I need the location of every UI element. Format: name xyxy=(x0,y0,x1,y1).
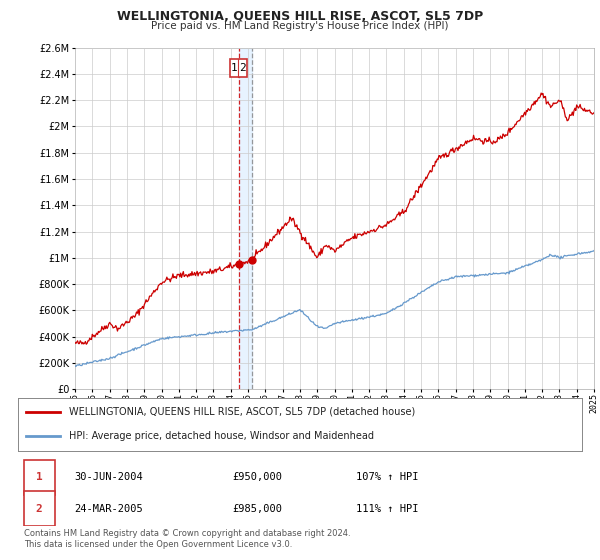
Text: £985,000: £985,000 xyxy=(232,504,283,514)
Text: 2: 2 xyxy=(239,63,246,73)
Text: WELLINGTONIA, QUEENS HILL RISE, ASCOT, SL5 7DP (detached house): WELLINGTONIA, QUEENS HILL RISE, ASCOT, S… xyxy=(69,407,415,417)
Bar xyxy=(239,48,253,389)
Text: £950,000: £950,000 xyxy=(232,473,283,482)
Text: Contains HM Land Registry data © Crown copyright and database right 2024.
This d: Contains HM Land Registry data © Crown c… xyxy=(24,529,350,549)
Text: 2: 2 xyxy=(36,504,43,514)
Text: Price paid vs. HM Land Registry's House Price Index (HPI): Price paid vs. HM Land Registry's House … xyxy=(151,21,449,31)
Text: WELLINGTONIA, QUEENS HILL RISE, ASCOT, SL5 7DP: WELLINGTONIA, QUEENS HILL RISE, ASCOT, S… xyxy=(117,10,483,23)
FancyBboxPatch shape xyxy=(23,492,55,526)
Text: 107% ↑ HPI: 107% ↑ HPI xyxy=(356,473,419,482)
FancyBboxPatch shape xyxy=(23,460,55,495)
Text: 1: 1 xyxy=(231,63,238,73)
Text: 1: 1 xyxy=(36,473,43,482)
Text: 24-MAR-2005: 24-MAR-2005 xyxy=(74,504,143,514)
Text: 30-JUN-2004: 30-JUN-2004 xyxy=(74,473,143,482)
Text: 111% ↑ HPI: 111% ↑ HPI xyxy=(356,504,419,514)
FancyBboxPatch shape xyxy=(230,59,247,77)
Text: HPI: Average price, detached house, Windsor and Maidenhead: HPI: Average price, detached house, Wind… xyxy=(69,431,374,441)
